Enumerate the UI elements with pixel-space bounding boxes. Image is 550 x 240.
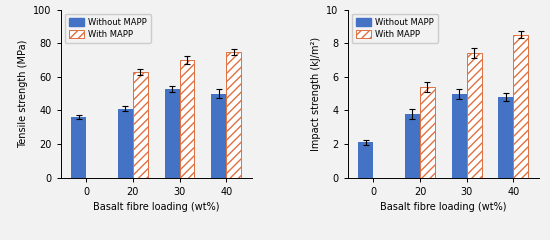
Bar: [211, 94, 226, 178]
Bar: [359, 142, 373, 178]
Bar: [133, 72, 148, 178]
Bar: [420, 87, 435, 178]
Y-axis label: Impact strength (kJ/m²): Impact strength (kJ/m²): [311, 36, 321, 151]
Bar: [452, 94, 466, 178]
Bar: [72, 117, 86, 178]
X-axis label: Basalt fibre loading (wt%): Basalt fibre loading (wt%): [93, 202, 219, 212]
Bar: [513, 35, 528, 178]
Y-axis label: Tensile strength (MPa): Tensile strength (MPa): [18, 39, 28, 148]
Bar: [164, 89, 179, 178]
Legend: Without MAPP, With MAPP: Without MAPP, With MAPP: [352, 14, 438, 43]
Bar: [179, 60, 195, 178]
X-axis label: Basalt fibre loading (wt%): Basalt fibre loading (wt%): [380, 202, 507, 212]
Bar: [466, 53, 482, 178]
Bar: [405, 114, 420, 178]
Bar: [226, 52, 241, 178]
Bar: [118, 109, 133, 178]
Legend: Without MAPP, With MAPP: Without MAPP, With MAPP: [65, 14, 151, 43]
Bar: [498, 97, 513, 178]
